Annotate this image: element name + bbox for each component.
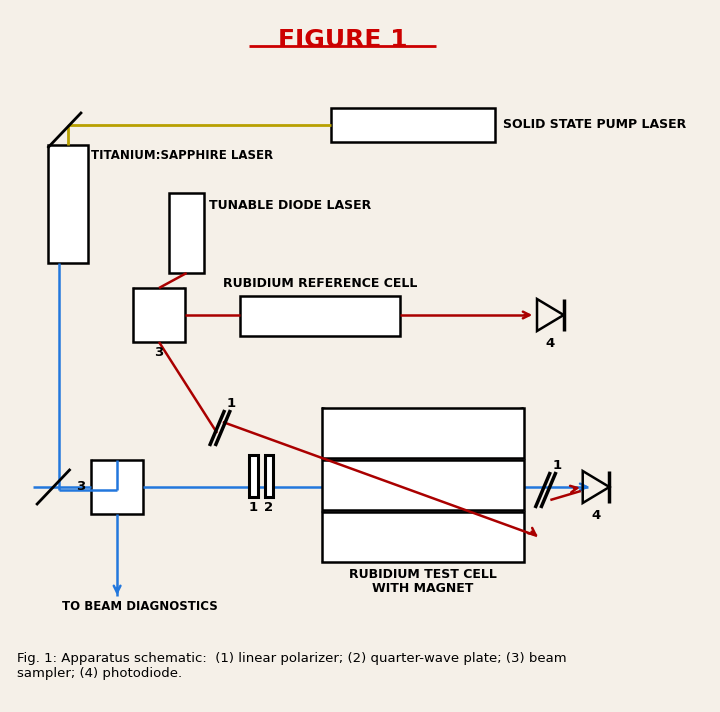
Text: 3: 3 [154,346,163,359]
Bar [91,460,143,514]
Bar [240,296,400,336]
Text: FIGURE 1: FIGURE 1 [278,28,408,52]
Text: 4: 4 [591,509,600,522]
Text: 1: 1 [552,459,562,472]
Text: 2: 2 [264,501,273,514]
Text: Fig. 1: Apparatus schematic:  (1) linear polarizer; (2) quarter-wave plate; (3) : Fig. 1: Apparatus schematic: (1) linear … [17,652,567,680]
Bar [322,408,523,458]
Bar [265,455,274,497]
Text: TUNABLE DIODE LASER: TUNABLE DIODE LASER [210,199,372,212]
Text: TO BEAM DIAGNOSTICS: TO BEAM DIAGNOSTICS [62,600,217,613]
Bar [322,460,523,510]
Bar [48,145,88,263]
Text: TITANIUM:SAPPHIRE LASER: TITANIUM:SAPPHIRE LASER [91,149,274,162]
Text: WITH MAGNET: WITH MAGNET [372,582,474,595]
Text: 3: 3 [76,481,86,493]
Text: RUBIDIUM REFERENCE CELL: RUBIDIUM REFERENCE CELL [222,277,417,290]
Bar [169,193,204,273]
Text: 1: 1 [248,501,258,514]
Text: 1: 1 [227,397,235,410]
Text: SOLID STATE PUMP LASER: SOLID STATE PUMP LASER [503,118,686,132]
Bar [322,512,523,562]
Bar [133,288,185,342]
Text: RUBIDIUM TEST CELL: RUBIDIUM TEST CELL [348,568,497,581]
Text: 4: 4 [546,337,555,350]
Bar [331,108,495,142]
Bar [249,455,258,497]
